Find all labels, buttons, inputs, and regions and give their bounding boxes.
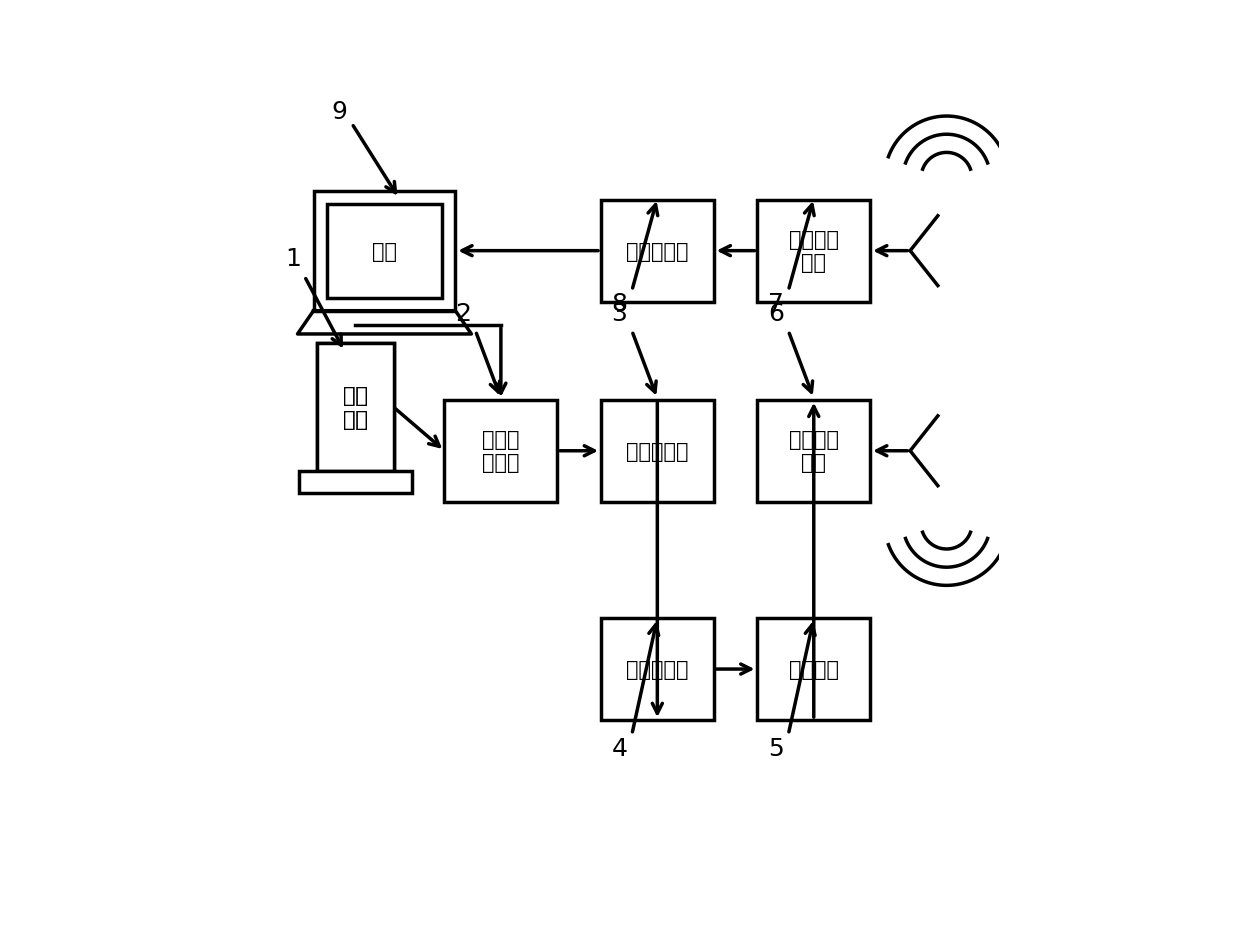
Text: 2: 2 [455, 302, 471, 326]
Text: 3: 3 [611, 302, 627, 326]
Text: 微控制器: 微控制器 [789, 659, 838, 680]
Text: 无线发射
模块: 无线发射 模块 [789, 430, 838, 473]
FancyBboxPatch shape [299, 471, 412, 493]
Text: 加速
度计: 加速 度计 [342, 386, 368, 430]
Text: 加速
度计: 加速 度计 [342, 386, 368, 430]
FancyBboxPatch shape [758, 200, 870, 302]
FancyBboxPatch shape [444, 400, 557, 502]
FancyBboxPatch shape [601, 200, 714, 302]
FancyBboxPatch shape [317, 344, 393, 471]
Text: 电脑: 电脑 [372, 242, 397, 261]
FancyBboxPatch shape [601, 400, 714, 502]
FancyBboxPatch shape [758, 400, 870, 502]
Text: 7: 7 [768, 292, 784, 315]
Text: 运算放大器: 运算放大器 [626, 441, 688, 462]
FancyBboxPatch shape [758, 618, 870, 720]
Text: 4: 4 [611, 736, 627, 760]
Text: 1: 1 [285, 246, 301, 271]
Text: 可编程
滤波器: 可编程 滤波器 [482, 430, 520, 473]
FancyBboxPatch shape [317, 344, 393, 471]
Text: 5: 5 [768, 736, 784, 760]
Text: 9: 9 [331, 100, 347, 124]
Text: 6: 6 [768, 302, 784, 326]
FancyBboxPatch shape [326, 205, 443, 298]
Text: 模数转换器: 模数转换器 [626, 659, 688, 680]
FancyBboxPatch shape [601, 618, 714, 720]
Text: 8: 8 [611, 292, 627, 315]
Text: 接口适配器: 接口适配器 [626, 242, 688, 261]
Text: 无线接收
模块: 无线接收 模块 [789, 229, 838, 273]
FancyBboxPatch shape [314, 192, 455, 312]
